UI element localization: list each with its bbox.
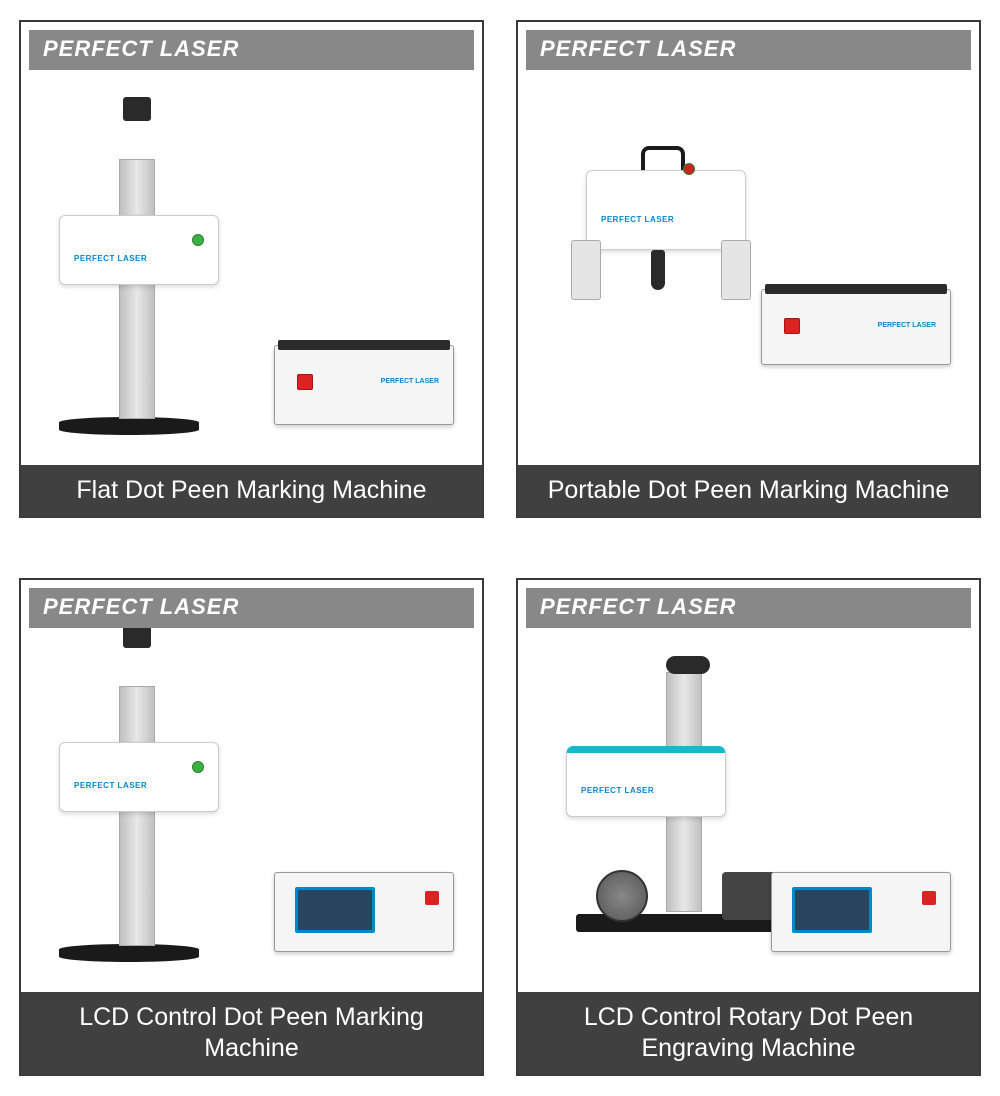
product-title: Flat Dot Peen Marking Machine xyxy=(21,465,482,516)
product-image-area: PERFECT LASER xyxy=(29,628,474,992)
machine-illustration: PERFECT LASER xyxy=(556,170,756,300)
product-brand-label: PERFECT LASER xyxy=(601,215,701,225)
power-indicator-icon xyxy=(192,234,204,246)
product-image-area: PERFECT LASER PERFECT LASER xyxy=(526,70,971,465)
controller-unit: PERFECT LASER xyxy=(761,289,951,365)
stop-button-icon xyxy=(425,891,439,905)
card-header: PERFECT LASER xyxy=(526,588,971,628)
product-card-portable[interactable]: PERFECT LASER PERFECT LASER PERFECT LASE… xyxy=(516,20,981,518)
stop-button-icon xyxy=(784,318,800,334)
lcd-screen-icon xyxy=(792,887,872,933)
brand-label: PERFECT LASER xyxy=(540,36,736,62)
card-header: PERFECT LASER xyxy=(29,30,474,70)
product-card-lcd[interactable]: PERFECT LASER PERFECT LASER LCD Control … xyxy=(19,578,484,1076)
product-title: LCD Control Dot Peen Marking Machine xyxy=(21,992,482,1075)
controller-brand-label: PERFECT LASER xyxy=(381,378,439,385)
product-image-area: PERFECT LASER xyxy=(526,628,971,992)
stop-button-icon xyxy=(297,374,313,390)
lcd-screen-icon xyxy=(295,887,375,933)
power-indicator-icon xyxy=(192,761,204,773)
machine-illustration: PERFECT LASER xyxy=(59,642,249,962)
product-brand-label: PERFECT LASER xyxy=(74,254,174,264)
product-brand-label: PERFECT LASER xyxy=(74,781,174,791)
stop-button-icon xyxy=(922,891,936,905)
stop-button-icon xyxy=(683,163,695,175)
controller-unit xyxy=(274,872,454,952)
card-header: PERFECT LASER xyxy=(29,588,474,628)
product-title: Portable Dot Peen Marking Machine xyxy=(518,465,979,516)
brand-label: PERFECT LASER xyxy=(43,594,239,620)
controller-unit xyxy=(771,872,951,952)
product-image-area: PERFECT LASER PERFECT LASER xyxy=(29,70,474,465)
card-header: PERFECT LASER xyxy=(526,30,971,70)
brand-label: PERFECT LASER xyxy=(540,594,736,620)
product-title: LCD Control Rotary Dot Peen Engraving Ma… xyxy=(518,992,979,1075)
product-brand-label: PERFECT LASER xyxy=(581,786,681,796)
brand-label: PERFECT LASER xyxy=(43,36,239,62)
machine-illustration: PERFECT LASER xyxy=(59,115,249,435)
product-card-flat[interactable]: PERFECT LASER PERFECT LASER PERFECT LASE… xyxy=(19,20,484,518)
controller-unit: PERFECT LASER xyxy=(274,345,454,425)
product-card-rotary[interactable]: PERFECT LASER PERFECT LASER xyxy=(516,578,981,1076)
product-grid: PERFECT LASER PERFECT LASER PERFECT LASE… xyxy=(19,20,981,1076)
machine-illustration: PERFECT LASER xyxy=(556,662,746,962)
controller-brand-label: PERFECT LASER xyxy=(878,322,936,329)
